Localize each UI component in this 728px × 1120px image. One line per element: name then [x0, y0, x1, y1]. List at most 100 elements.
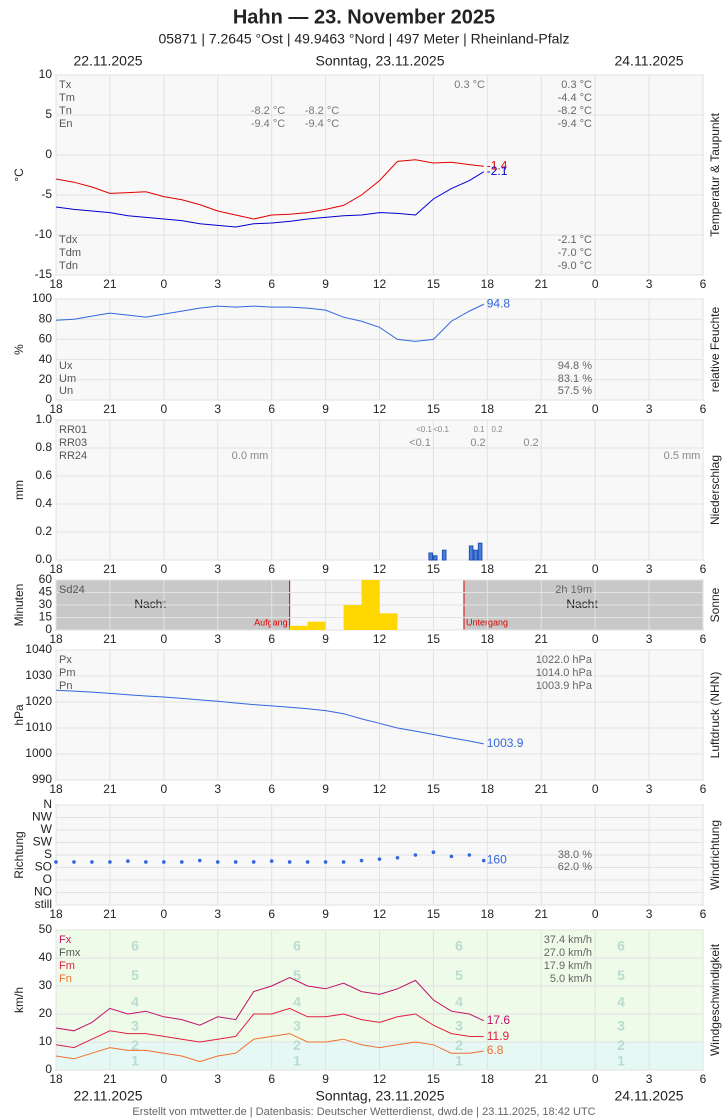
stat-value: 1014.0 hPa	[536, 667, 593, 679]
y-tick-label: 10	[39, 67, 53, 81]
x-tick-label: 3	[214, 1072, 221, 1086]
stat-label: Pn	[59, 680, 72, 692]
x-tick-label: 3	[646, 277, 653, 291]
beaufort-label: 6	[293, 938, 301, 954]
x-tick-label: 3	[214, 632, 221, 646]
x-tick-label: 0	[592, 907, 599, 921]
x-tick-label: 9	[322, 402, 329, 416]
x-tick-label: 21	[535, 402, 549, 416]
y-tick-label: 0.6	[35, 468, 52, 482]
x-tick-label: 3	[214, 907, 221, 921]
y-tick-label: S	[44, 847, 52, 861]
beaufort-label: 4	[617, 994, 625, 1010]
point	[377, 857, 382, 861]
x-tick-label: 6	[700, 562, 707, 576]
y-axis-label: Richtung	[12, 831, 26, 878]
stat-label: Pm	[59, 667, 76, 679]
beaufort-label: 6	[131, 938, 139, 954]
stat-value: 37.4 km/h	[544, 934, 592, 946]
x-tick-label: 9	[322, 907, 329, 921]
bar	[379, 613, 398, 630]
x-tick-label: 3	[214, 782, 221, 796]
x-tick-label: 9	[322, 277, 329, 291]
stat-value: -9.4 °C	[558, 118, 592, 130]
point	[72, 860, 76, 864]
beaufort-label: 5	[617, 967, 625, 983]
end-label: 6.8	[487, 1043, 504, 1057]
y-axis-label: %	[12, 344, 26, 355]
x-tick-label: 12	[373, 782, 387, 796]
bar	[361, 580, 380, 630]
beaufort-label: 2	[455, 1037, 463, 1053]
date-right: 24.11.2025	[614, 53, 683, 69]
y-tick-label: 20	[39, 372, 53, 386]
y-tick-label: 30	[39, 597, 53, 611]
stat-extra: -8.2 °C	[251, 105, 285, 117]
point	[341, 860, 346, 864]
beaufort-label: 6	[455, 938, 463, 954]
x-tick-label: 6	[268, 562, 275, 576]
y-tick-label: W	[41, 822, 53, 836]
y-tick-label: 1010	[25, 720, 52, 734]
stat-label: En	[59, 118, 72, 130]
stat-extra: 0.3 °C	[454, 79, 485, 91]
y-tick-label: 10	[39, 1034, 53, 1048]
stat-value: 38.0 %	[558, 849, 592, 861]
y-tick-label: 80	[39, 311, 53, 325]
x-tick-label: 6	[268, 907, 275, 921]
stat-value: -8.2 °C	[558, 105, 592, 117]
y-tick-label: 0.8	[35, 440, 52, 454]
stat-value: 0.3 °C	[561, 79, 592, 91]
x-tick-label: 9	[322, 782, 329, 796]
stat-extra: 0.0 mm	[232, 450, 269, 462]
point	[90, 860, 94, 864]
y-tick-label: 1030	[25, 668, 52, 682]
night-label: Nacht	[566, 597, 598, 611]
x-tick-label: 18	[49, 907, 63, 921]
beaufort-label: 3	[455, 1017, 463, 1033]
x-tick-label: 9	[322, 1072, 329, 1086]
x-tick-label: 18	[481, 277, 495, 291]
x-tick-label: 0	[592, 782, 599, 796]
beaufort-label: 1	[455, 1052, 463, 1068]
bar	[343, 605, 362, 630]
x-tick-label: 15	[427, 782, 441, 796]
x-tick-label: 3	[214, 402, 221, 416]
point	[359, 858, 364, 863]
series-line	[55, 1033, 484, 1063]
y-tick-label: 0	[45, 392, 52, 406]
end-label: -2.1	[487, 164, 508, 178]
side-label: Sonne	[708, 587, 722, 622]
date-left: 22.11.2025	[73, 1088, 142, 1104]
bar	[468, 545, 474, 561]
stat-extra: 0.2	[523, 437, 538, 449]
x-tick-label: 3	[646, 632, 653, 646]
x-tick-label: 9	[322, 632, 329, 646]
x-tick-label: 21	[103, 402, 117, 416]
x-tick-label: 18	[481, 782, 495, 796]
x-tick-label: 3	[214, 562, 221, 576]
beaufort-label: 5	[455, 967, 463, 983]
beaufort-label: 6	[617, 938, 625, 954]
y-tick-label: still	[35, 897, 52, 911]
stat-label: RR01	[59, 424, 87, 436]
y-tick-label: -10	[35, 227, 53, 241]
y-tick-label: 60	[39, 572, 53, 586]
point	[215, 860, 220, 864]
y-tick-label: 1040	[25, 642, 52, 656]
x-tick-label: 9	[322, 562, 329, 576]
x-tick-label: 6	[268, 402, 275, 416]
end-label: 94.8	[487, 296, 511, 310]
x-tick-label: 0	[592, 1072, 599, 1086]
x-tick-label: 3	[646, 782, 653, 796]
footer: Erstellt von mtwetter.de | Datenbasis: D…	[132, 1106, 595, 1118]
stat-value: 62.0 %	[558, 861, 592, 873]
series-line	[55, 303, 484, 342]
stat-value: 83.1 %	[558, 373, 592, 385]
stat-extra: -9.4 °C	[305, 118, 339, 130]
x-tick-label: 21	[535, 782, 549, 796]
y-tick-label: O	[43, 872, 52, 886]
stat-label: Tn	[59, 105, 72, 117]
x-tick-label: 0	[160, 632, 167, 646]
